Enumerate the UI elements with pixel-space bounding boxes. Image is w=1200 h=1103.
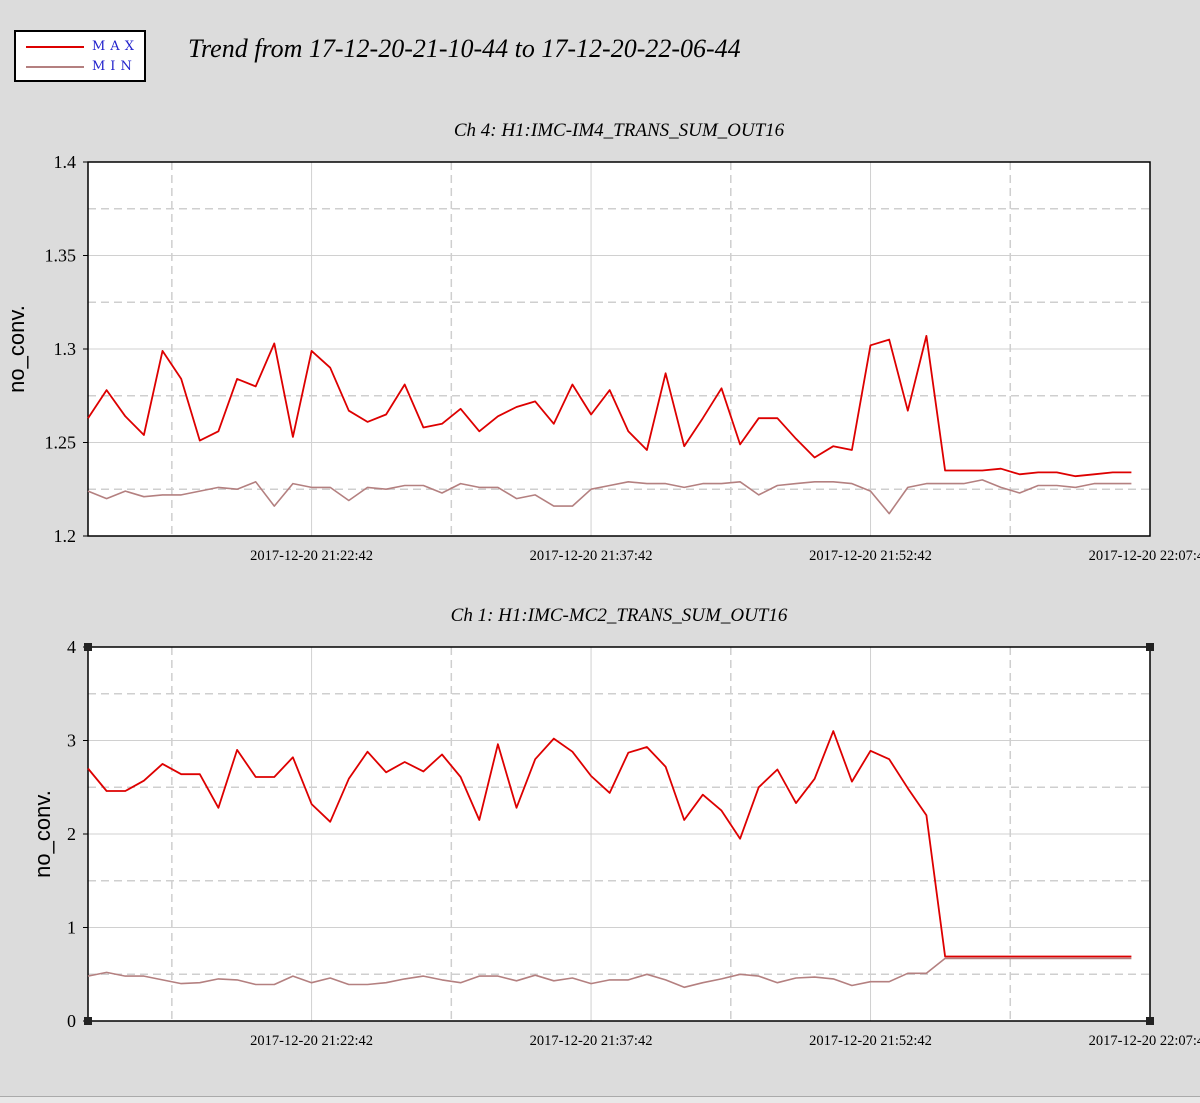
y-tick-label: 1.25 [45,433,77,453]
x-tick-label: 2017-12-20 22:07:42 [1089,548,1200,564]
y-tick-label: 1 [67,918,76,938]
legend-min-label: MIN [92,59,137,74]
x-tick-label: 2017-12-20 21:37:42 [530,1033,653,1049]
chart-title: Ch 1: H1:IMC-MC2_TRANS_SUM_OUT16 [451,605,788,626]
selection-handle [84,1017,92,1025]
selection-handle [1146,1017,1154,1025]
legend-item-min: MIN [16,57,146,77]
legend: MAX MIN [14,30,146,82]
y-axis-label: no_conv. [30,790,55,878]
series-line-min [87,479,1132,515]
x-tick-label: 2017-12-20 22:07:42 [1089,1033,1200,1049]
y-tick-label: 2 [67,824,76,844]
status-bar [0,1096,1200,1103]
y-tick-label: 1.4 [54,152,77,172]
legend-max-label: MAX [92,39,139,54]
series-line-max [87,730,1132,958]
y-tick-label: 1.3 [54,339,77,359]
legend-item-max: MAX [16,37,146,57]
x-tick-label: 2017-12-20 21:52:42 [809,1033,932,1049]
y-tick-label: 4 [67,637,76,657]
y-tick-label: 1.35 [45,246,77,266]
x-tick-label: 2017-12-20 21:22:42 [250,548,373,564]
y-tick-label: 0 [67,1011,76,1031]
series-line-min [87,957,1132,989]
chart-title: Ch 4: H1:IMC-IM4_TRANS_SUM_OUT16 [454,120,785,141]
selection-handle [1146,643,1154,651]
selection-handle [84,643,92,651]
x-tick-label: 2017-12-20 21:22:42 [250,1033,373,1049]
y-tick-label: 3 [67,731,76,751]
legend-min-swatch [26,66,84,68]
page-title: Trend from 17-12-20-21-10-44 to 17-12-20… [188,34,741,63]
x-tick-label: 2017-12-20 21:37:42 [530,548,653,564]
y-axis-label: no_conv. [4,305,29,393]
x-tick-label: 2017-12-20 21:52:42 [809,548,932,564]
y-tick-label: 1.2 [54,526,77,546]
legend-max-swatch [26,46,84,48]
series-line-max [87,334,1132,478]
